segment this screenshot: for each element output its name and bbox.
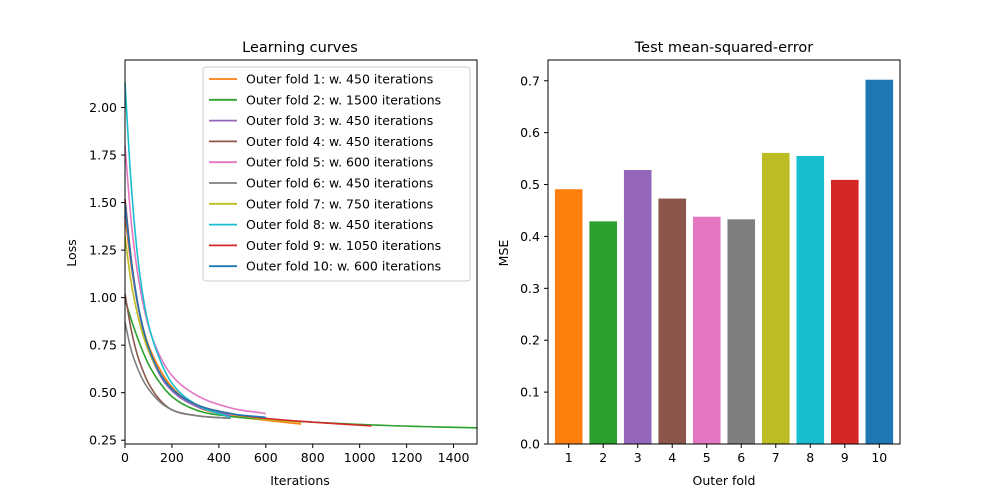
legend-box	[202, 66, 471, 282]
learning-curves-x-ticks: 0 200 400 600 800 1000 1200 1400	[121, 444, 469, 465]
x-tick-label: 9	[841, 450, 849, 465]
bar-fold-3	[623, 170, 652, 444]
x-tick-label: 200	[160, 450, 184, 465]
test-mse-y-ticks: 0.0 0.1 0.2 0.3 0.4 0.5 0.6 0.7	[520, 73, 548, 452]
legend-entry-label: Outer fold 4: w. 450 iterations	[246, 134, 433, 149]
test-mse-y-axis-label: MSE	[496, 240, 511, 267]
test-mse-x-axis-label: Outer fold	[693, 473, 756, 488]
x-tick-label: 800	[301, 450, 325, 465]
series-line-fold-10	[124, 202, 266, 419]
x-tick-label: 1	[565, 450, 573, 465]
bar-fold-1	[554, 189, 583, 444]
bar-fold-8	[796, 156, 825, 444]
learning-curves-series	[124, 82, 478, 429]
y-tick-label: 0.1	[520, 385, 540, 400]
test-mse-title: Test mean-squared-error	[634, 40, 813, 56]
legend-entry-label: Outer fold 2: w. 1500 iterations	[246, 92, 441, 107]
learning-curves-y-axis-label: Loss	[64, 239, 79, 266]
y-tick-label: 0.0	[520, 437, 540, 452]
y-tick-label: 0.2	[520, 333, 540, 348]
learning-curves-axes-frame	[124, 59, 478, 445]
y-tick-label: 1.75	[89, 148, 117, 163]
y-tick-label: 0.25	[89, 433, 117, 448]
y-tick-label: 0.75	[89, 338, 117, 353]
x-tick-label: 1200	[391, 450, 423, 465]
legend-entry-label: Outer fold 9: w. 1050 iterations	[246, 238, 441, 253]
test-mse-axes-frame	[547, 59, 901, 445]
y-tick-label: 0.5	[520, 177, 540, 192]
x-tick-label: 4	[668, 450, 676, 465]
y-tick-label: 0.3	[520, 281, 540, 296]
x-tick-label: 8	[806, 450, 814, 465]
bar-fold-5	[692, 216, 721, 444]
x-tick-label: 5	[703, 450, 711, 465]
learning-curves-panel: Learning curves Iterations Loss 0 200 400 6…	[64, 40, 478, 488]
y-tick-label: 0.4	[520, 229, 540, 244]
learning-curves-x-axis-label: Iterations	[270, 473, 330, 488]
y-tick-label: 0.7	[520, 73, 540, 88]
legend-entry-label: Outer fold 5: w. 600 iterations	[246, 155, 433, 170]
series-line-fold-6	[124, 322, 231, 420]
y-tick-label: 0.6	[520, 125, 540, 140]
x-tick-label: 1000	[344, 450, 376, 465]
x-tick-label: 7	[772, 450, 780, 465]
learning-curves-y-ticks: 0.25 0.50 0.75 1.00 1.25 1.50 1.75 2.00	[89, 100, 125, 448]
y-tick-label: 0.50	[89, 385, 117, 400]
x-tick-label: 6	[737, 450, 745, 465]
legend-entry-label: Outer fold 3: w. 450 iterations	[246, 113, 433, 128]
test-mse-x-ticks: 1 2 3 4 5 6 7 8 9 10	[565, 444, 887, 465]
y-tick-label: 1.50	[89, 195, 117, 210]
y-tick-label: 2.00	[89, 100, 117, 115]
x-tick-label: 1400	[438, 450, 470, 465]
legend-entry-label: Outer fold 8: w. 450 iterations	[246, 217, 433, 232]
x-tick-label: 10	[871, 450, 887, 465]
bar-fold-6	[727, 219, 756, 444]
series-line-fold-8	[124, 82, 231, 419]
x-tick-label: 0	[121, 450, 129, 465]
bar-fold-4	[658, 198, 687, 444]
x-tick-label: 600	[254, 450, 278, 465]
test-mse-bars	[554, 79, 894, 445]
x-tick-label: 3	[634, 450, 642, 465]
legend-entry-label: Outer fold 1: w. 450 iterations	[246, 72, 433, 87]
learning-curves-legend: Outer fold 1: w. 450 iterations Outer fol…	[202, 66, 471, 282]
bar-fold-9	[830, 179, 859, 444]
y-tick-label: 1.25	[89, 243, 117, 258]
legend-entry-label: Outer fold 7: w. 750 iterations	[246, 196, 433, 211]
learning-curves-title: Learning curves	[242, 40, 358, 56]
bar-fold-7	[761, 152, 790, 445]
bar-fold-10	[865, 79, 894, 444]
y-tick-label: 1.00	[89, 290, 117, 305]
legend-entry-label: Outer fold 6: w. 450 iterations	[246, 176, 433, 191]
x-tick-label: 400	[207, 450, 231, 465]
bar-fold-2	[589, 221, 618, 444]
test-mse-panel: Test mean-squared-error Outer fold MSE 1…	[496, 40, 901, 488]
legend-entry-label: Outer fold 10: w. 600 iterations	[246, 259, 441, 274]
x-tick-label: 2	[599, 450, 607, 465]
